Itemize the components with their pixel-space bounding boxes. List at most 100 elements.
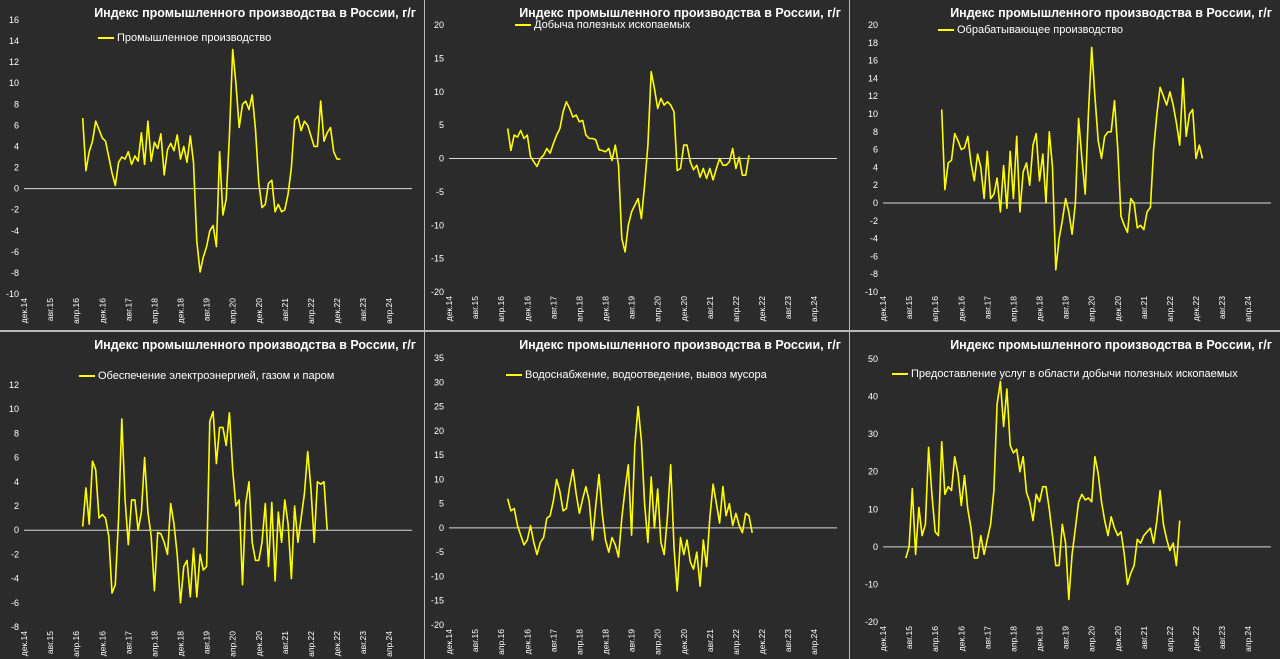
x-tick-label: авг.23 (1217, 626, 1227, 649)
y-tick-label: -10 (865, 287, 878, 297)
chart-title: Индекс промышленного производства в Росс… (950, 338, 1272, 352)
y-tick-label: 2 (14, 501, 19, 511)
legend: Обеспечение электроэнергией, газом и пар… (79, 370, 334, 382)
legend-line-icon (79, 375, 95, 377)
x-tick-label: авг.17 (982, 296, 992, 319)
y-tick-label: -2 (11, 205, 19, 215)
y-tick-label: 14 (868, 73, 878, 83)
y-tick-label: 20 (434, 20, 444, 30)
x-tick-label: авг.21 (280, 631, 290, 654)
x-tick-label: апр.22 (1165, 626, 1175, 652)
x-tick-label: апр.16 (496, 296, 506, 322)
chart-svg: -20 -15 -10 -5 0 5 10 15 20 25 30 35 дек.14 авг.15 апр… (431, 353, 837, 655)
series-line (506, 405, 753, 592)
x-tick-label: дек.14 (19, 298, 29, 323)
y-tick-label: 6 (873, 145, 878, 155)
x-tick-label: апр.16 (496, 629, 506, 655)
y-tick-label: 10 (868, 109, 878, 119)
y-tick-label: -10 (865, 579, 878, 589)
x-tick-label: дек.18 (176, 631, 186, 656)
x-tick-label: дек.16 (97, 631, 107, 656)
y-tick-label: -15 (431, 596, 444, 606)
y-tick-label: -8 (870, 269, 878, 279)
y-tick-label: 10 (9, 78, 19, 88)
y-tick-label: -4 (870, 234, 878, 244)
y-tick-label: -6 (11, 247, 19, 257)
chart-panel-3: -10 -8 -6 -4 -2 0 2 4 6 8 10 12 14 16 18 20 дек.14 авг.15… (850, 0, 1280, 330)
y-tick-label: 35 (434, 353, 444, 363)
y-tick-label: 0 (873, 198, 878, 208)
x-tick-label: авг.21 (705, 296, 715, 319)
y-tick-label: 6 (14, 120, 19, 130)
y-tick-label: -5 (436, 187, 444, 197)
x-tick-label: апр.16 (71, 631, 81, 657)
y-tick-label: 40 (868, 392, 878, 402)
x-tick-label: апр.24 (384, 631, 394, 657)
chart-svg: -8 -6 -4 -2 0 2 4 6 8 10 12 дек.14 авг.15 апр.16 дек.1… (9, 380, 412, 657)
y-tick-label: 10 (868, 504, 878, 514)
x-tick-label: дек.14 (444, 629, 454, 654)
x-tick-label: дек.14 (878, 626, 888, 651)
legend-line-icon (506, 374, 522, 376)
y-tick-label: 5 (439, 120, 444, 130)
y-tick-label: 0 (14, 184, 19, 194)
x-tick-label: дек.14 (19, 631, 29, 656)
x-tick-label: авг.15 (470, 629, 480, 652)
legend-label: Обеспечение электроэнергией, газом и пар… (98, 370, 335, 382)
x-tick-label: авг.21 (1139, 626, 1149, 649)
chart-svg: -10 -8 -6 -4 -2 0 2 4 6 8 10 12 14 16 18 20 дек.14 авг.15… (865, 20, 1271, 322)
y-tick-label: 20 (434, 426, 444, 436)
y-tick-label: -8 (11, 622, 19, 632)
chart-svg: -10 -8 -6 -4 -2 0 2 4 6 8 10 12 14 16 дек.14 авг.15 апр.… (6, 15, 412, 324)
x-tick-label: апр.20 (653, 296, 663, 322)
y-tick-label: -6 (870, 251, 878, 261)
y-tick-label: 5 (439, 499, 444, 509)
x-tick-label: дек.22 (1191, 296, 1201, 321)
legend-label: Предоставление услуг в области добычи по… (911, 368, 1238, 380)
y-tick-label: -2 (870, 216, 878, 226)
chart-title: Индекс промышленного производства в Росс… (519, 6, 841, 20)
y-tick-label: 10 (9, 404, 19, 414)
y-tick-label: -15 (431, 254, 444, 264)
y-tick-label: 12 (868, 91, 878, 101)
x-tick-label: апр.24 (809, 629, 819, 655)
y-tick-label: 50 (868, 354, 878, 364)
y-tick-label: 10 (434, 474, 444, 484)
y-tick-label: 2 (873, 180, 878, 190)
x-tick-label: апр.18 (1008, 626, 1018, 652)
x-tick-label: апр.24 (384, 298, 394, 324)
x-tick-label: апр.20 (1087, 626, 1097, 652)
x-tick-label: апр.16 (930, 296, 940, 322)
x-tick-label: авг.23 (783, 629, 793, 652)
x-tick-label: дек.22 (757, 629, 767, 654)
x-tick-label: авг.15 (45, 631, 55, 654)
x-tick-label: апр.18 (574, 296, 584, 322)
y-tick-label: 10 (434, 87, 444, 97)
x-tick-label: дек.20 (1113, 626, 1123, 651)
y-tick-label: 0 (439, 523, 444, 533)
x-tick-label: апр.16 (71, 298, 81, 324)
y-tick-label: 8 (873, 127, 878, 137)
x-tick-label: авг.15 (45, 298, 55, 321)
x-tick-label: апр.22 (731, 296, 741, 322)
x-tick-label: апр.18 (574, 629, 584, 655)
legend-label: Промышленное производство (117, 32, 272, 44)
x-tick-label: авг.23 (1217, 296, 1227, 319)
series-line (81, 410, 328, 604)
y-tick-label: -5 (436, 547, 444, 557)
x-tick-label: авг.17 (982, 626, 992, 649)
x-tick-label: апр.24 (809, 296, 819, 322)
x-tick-label: авг.19 (627, 629, 637, 652)
x-tick-label: апр.18 (149, 298, 159, 324)
legend-label: Обрабатывающее производство (957, 24, 1124, 36)
x-tick-label: апр.20 (653, 629, 663, 655)
chart-title: Индекс промышленного производства в Росс… (94, 338, 416, 352)
x-tick-label: дек.22 (332, 298, 342, 323)
chart-panel-4: -8 -6 -4 -2 0 2 4 6 8 10 12 дек.14 авг.15 апр.16 дек.1… (0, 332, 424, 659)
y-tick-label: 2 (14, 163, 19, 173)
legend: Обрабатывающее производство (938, 24, 1123, 36)
x-tick-label: авг.19 (202, 298, 212, 321)
x-tick-label: апр.22 (731, 629, 741, 655)
x-tick-label: авг.15 (470, 296, 480, 319)
x-tick-label: апр.18 (1008, 296, 1018, 322)
